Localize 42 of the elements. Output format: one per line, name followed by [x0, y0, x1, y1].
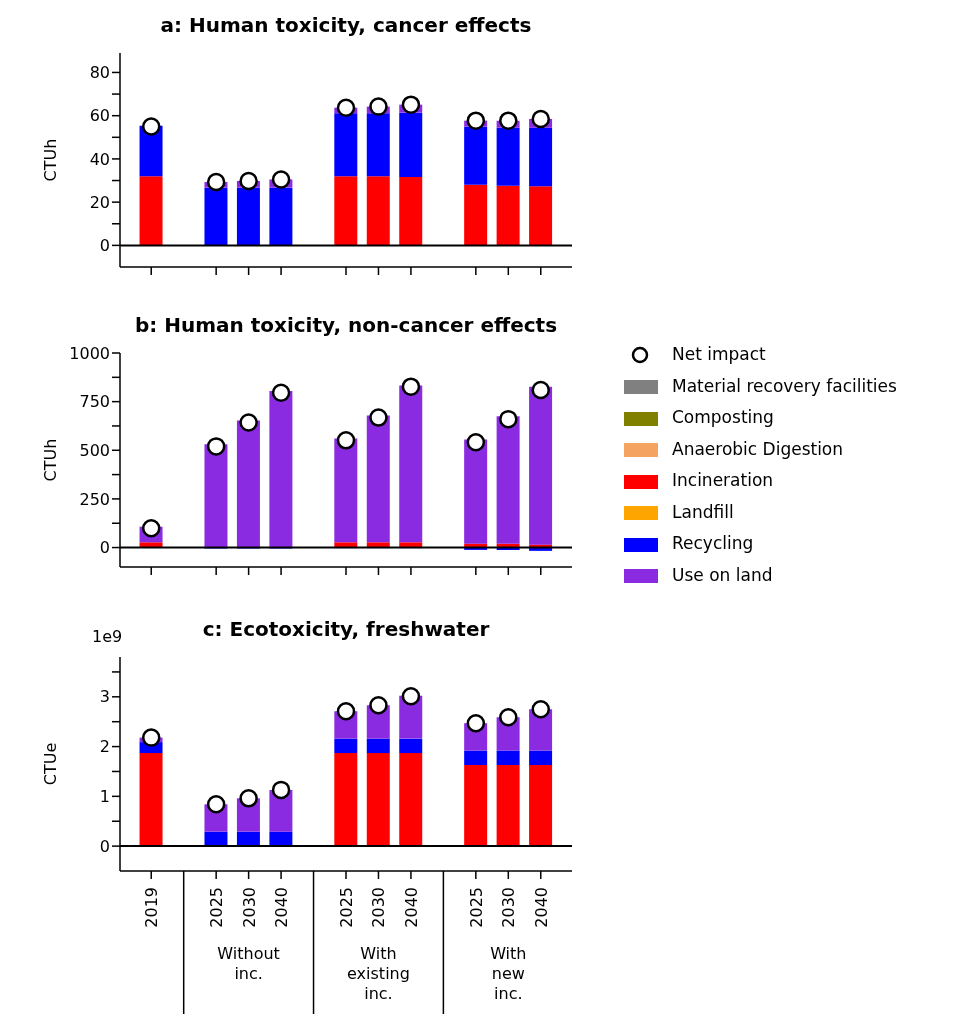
y-axis-title: CTUh — [40, 438, 60, 482]
legend-label: Recycling — [672, 532, 754, 555]
legend-label: Incineration — [672, 469, 774, 492]
legend-label: Use on land — [672, 563, 773, 587]
text: 1e9 — [92, 627, 123, 646]
legend-label: Net impact — [672, 343, 766, 366]
y-tick-label: 0 — [99, 836, 110, 856]
legend-label: Material recovery facilities — [672, 374, 897, 398]
legend-label: Landfill — [672, 500, 734, 524]
chart-title: b: Human toxicity, non-cancer effects — [133, 313, 559, 337]
x-tick-label: 2025 — [207, 887, 227, 928]
x-tick-label: 2025 — [466, 887, 486, 928]
x-tick-label: 2019 — [142, 887, 162, 928]
y-tick-label: 3 — [99, 687, 110, 707]
y-axis-title: CTUh — [40, 138, 60, 182]
x-tick-label: 2040 — [272, 887, 292, 928]
text: With existing inc. — [347, 944, 410, 1003]
y-tick-label: 1000 — [69, 343, 110, 363]
legend-label: Anaerobic Digestion — [672, 437, 844, 461]
legend-label: Composting — [672, 406, 774, 429]
y-tick-label: 80 — [89, 63, 110, 83]
x-tick-label: 2030 — [499, 887, 519, 928]
x-tick-label: 2040 — [531, 887, 551, 928]
y-tick-label: 0 — [99, 538, 110, 558]
chart-title: c: Ecotoxicity, freshwater — [202, 617, 490, 641]
y-tick-label: 20 — [89, 192, 110, 212]
text: With new inc. — [490, 944, 527, 1003]
y-tick-label: 1 — [99, 786, 110, 806]
y-tick-label: 750 — [79, 392, 110, 412]
chart-title: a: Human toxicity, cancer effects — [159, 13, 533, 37]
y-tick-label: 60 — [89, 106, 110, 126]
x-tick-label: 2040 — [401, 887, 421, 928]
text: Without inc. — [217, 944, 280, 983]
x-tick-label: 2030 — [239, 887, 259, 928]
y-tick-label: 250 — [79, 489, 110, 509]
y-tick-label: 2 — [99, 737, 110, 757]
y-axis-title: CTUe — [40, 742, 60, 786]
y-tick-label: 0 — [99, 235, 110, 255]
y-tick-label: 40 — [89, 149, 110, 169]
y-tick-label: 500 — [79, 440, 110, 460]
x-tick-label: 2030 — [369, 887, 389, 928]
x-tick-label: 2025 — [337, 887, 356, 928]
